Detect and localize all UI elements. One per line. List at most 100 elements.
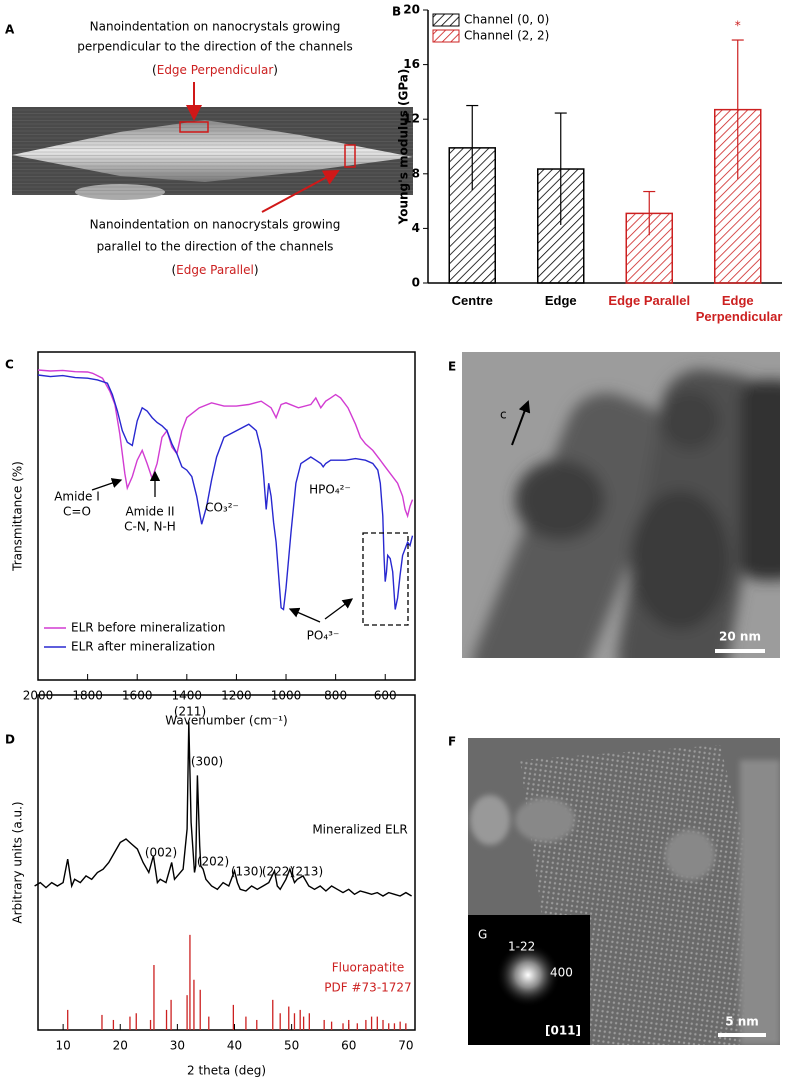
series-label: Mineralized ELR [312, 823, 407, 837]
indent-box [344, 144, 356, 168]
x-tick-label: 60 [341, 1039, 356, 1053]
x-tick-label: Edge [544, 293, 577, 308]
annotation: C-N, N-H [124, 520, 176, 534]
crystal [630, 490, 730, 630]
paren: ) [254, 263, 259, 277]
x-tick-label: 30 [170, 1039, 185, 1053]
paren: ) [273, 63, 278, 77]
series-label: Fluorapatite [332, 961, 405, 975]
spectrum-line [34, 721, 412, 897]
y-tick-label: 12 [403, 112, 420, 126]
legend-label: ELR after mineralization [71, 640, 215, 654]
pointer-arrow [324, 598, 354, 620]
spectrum-line [37, 374, 414, 611]
tem-image [462, 352, 780, 658]
x-tick-label: 70 [398, 1039, 413, 1053]
y-tick-label: 16 [403, 57, 420, 71]
caption-line: parallel to the direction of the channel… [97, 240, 334, 254]
series-sublabel: PDF #73-1727 [324, 981, 411, 995]
zone-axis: [011] [545, 1024, 581, 1038]
label-text: Edge Perpendicular [157, 63, 274, 77]
blob [665, 830, 715, 880]
crystal [472, 393, 674, 658]
blob [470, 795, 510, 845]
annotation: (211) [174, 705, 206, 719]
x-tick-label: 20 [113, 1039, 128, 1053]
legend-label: Channel (2, 2) [464, 29, 549, 43]
x-tick-label: 10 [55, 1039, 70, 1053]
annotation: HPO₄²⁻ [309, 483, 351, 497]
paren: ( [152, 63, 157, 77]
caption-label: (Edge Parallel) [171, 263, 258, 277]
y-tick-label: 20 [403, 3, 420, 17]
label-text: Edge Parallel [176, 263, 254, 277]
annotation: Amide II [125, 505, 174, 519]
highlight-box [362, 532, 409, 626]
scale-label: 20 nm [719, 630, 761, 644]
x-tick-label: 50 [284, 1039, 299, 1053]
annotation: (002) [145, 846, 177, 860]
crystal [740, 380, 780, 580]
crystal [75, 184, 165, 200]
caption-line: Nanoindentation on nanocrystals growing [90, 218, 341, 232]
panel-letter: A [5, 23, 15, 37]
annotation: * [735, 19, 741, 33]
x-tick-label: Centre [451, 293, 493, 308]
legend-swatch [432, 29, 460, 43]
caption-line: Nanoindentation on nanocrystals growing [90, 20, 341, 34]
y-tick-label: 0 [412, 276, 420, 290]
annotation: CO₃²⁻ [205, 501, 239, 515]
annotation: (300) [191, 755, 223, 769]
legend-label: Channel (0, 0) [464, 13, 549, 27]
scale-label: 5 nm [725, 1015, 759, 1029]
annotation: (202) [197, 855, 229, 869]
pointer-arrow [91, 478, 123, 491]
annotation: C=O [63, 505, 91, 519]
legend-swatch [432, 13, 460, 27]
x-tick-label: 40 [227, 1039, 242, 1053]
axis-label: c [500, 408, 507, 422]
y-axis-label: Young's modulus (GPa) [397, 69, 411, 226]
annotation: (130) [231, 865, 263, 879]
crystal [660, 390, 720, 450]
pointer-arrow [288, 607, 321, 623]
x-tick-label: Edge Parallel [608, 293, 691, 308]
caption-line: perpendicular to the direction of the ch… [77, 40, 353, 54]
y-axis-label: Transmittance (%) [11, 461, 25, 572]
sem-image [12, 107, 413, 200]
blob [740, 760, 780, 1045]
annotation: PO₄³⁻ [307, 629, 340, 643]
panel-letter: F [448, 735, 456, 749]
spot-label: 1-22 [508, 940, 535, 954]
x-axis-label: 2 theta (deg) [187, 1064, 266, 1078]
panel-letter: B [392, 5, 401, 19]
y-tick-label: 4 [412, 221, 420, 235]
x-axis-label: Wavenumber (cm⁻¹) [165, 714, 287, 728]
annotation: (222) [262, 865, 294, 879]
plot-frame [37, 694, 416, 1031]
crystal [12, 120, 413, 182]
fft-spots [496, 943, 560, 1007]
axis-arrow [511, 400, 531, 446]
scale-bar [718, 1033, 766, 1037]
panel-letter: E [448, 360, 456, 374]
legend-label: ELR before mineralization [71, 621, 225, 635]
panel-letter: G [478, 928, 487, 942]
crystal [515, 460, 605, 540]
paren: ( [171, 263, 176, 277]
y-axis-label: Arbitrary units (a.u.) [11, 801, 25, 923]
annotation: Amide I [54, 490, 100, 504]
spectrum-line [37, 369, 414, 519]
x-tick-label: Edge Perpendicular [695, 293, 783, 324]
panel-letter: C [5, 358, 14, 372]
blob [515, 798, 575, 842]
arrow [261, 170, 340, 213]
spot-label: 400 [550, 966, 573, 980]
panel-letter: D [5, 733, 15, 747]
caption-label: (Edge Perpendicular) [152, 63, 278, 77]
indent-box [179, 121, 209, 133]
annotation: (213) [291, 865, 323, 879]
scale-bar [715, 649, 765, 653]
